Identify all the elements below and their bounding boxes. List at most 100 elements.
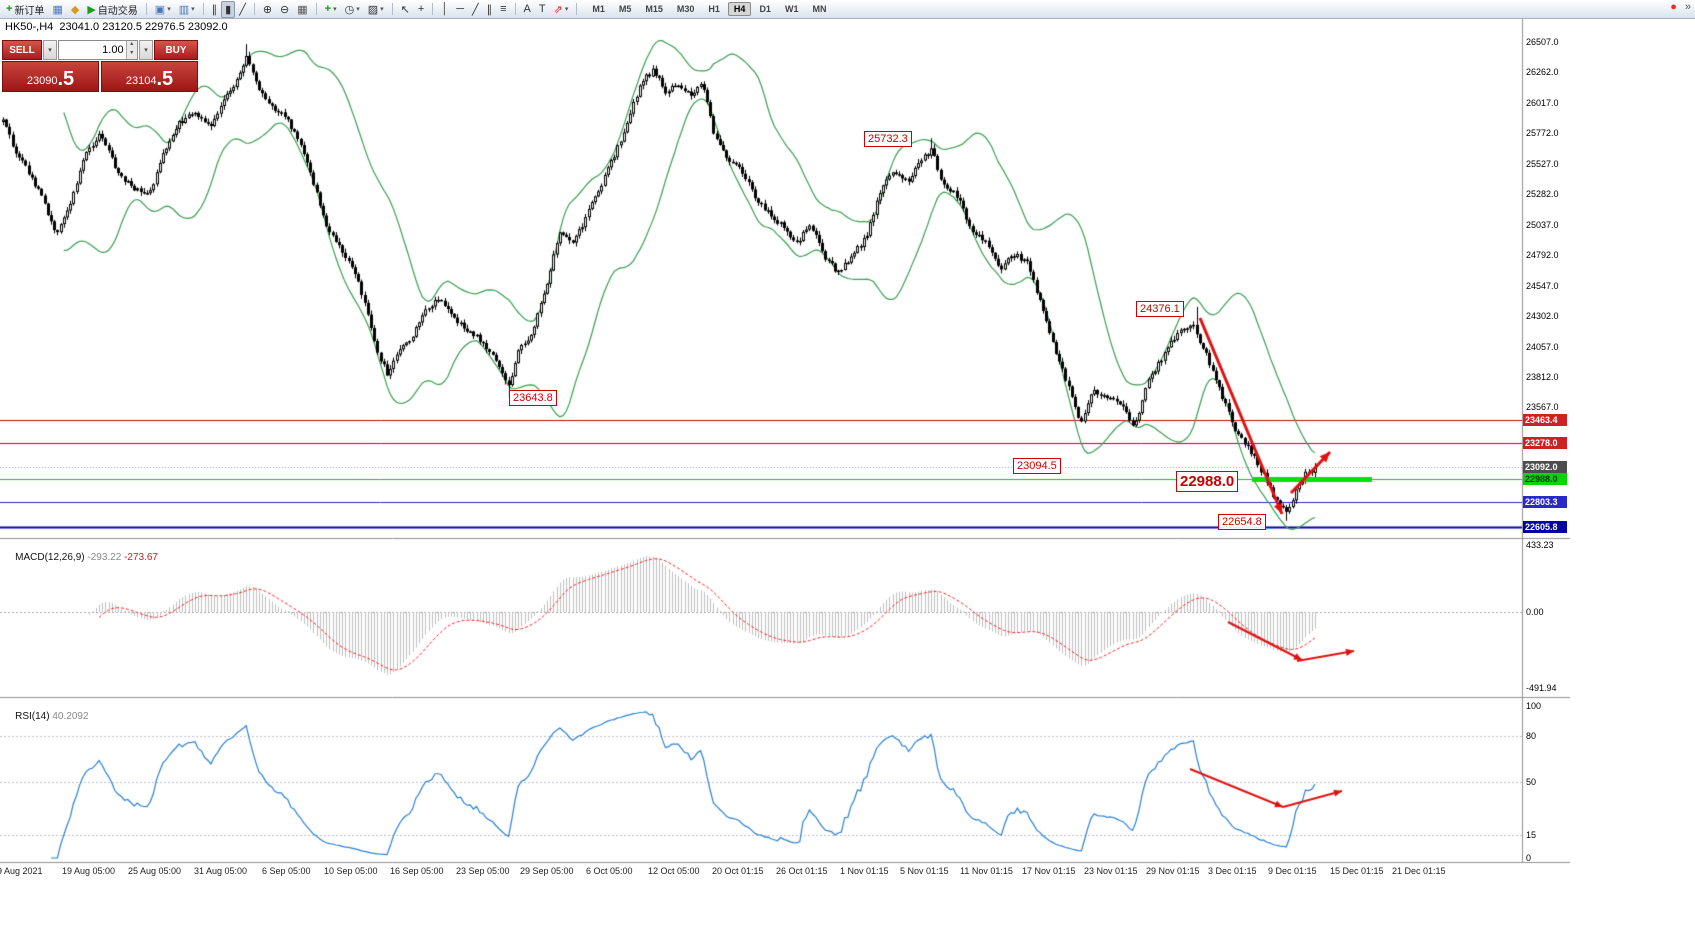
templates-icon-glyph: ▨	[367, 3, 379, 16]
charts-window-icon-glyph: ▦	[52, 3, 63, 16]
toolbar-right-cluster: ●»	[1670, 1, 1691, 13]
toolbar-separator	[576, 3, 578, 15]
chart-title-ohlc: HK50-,H4 23041.0 23120.5 22976.5 23092.0	[5, 21, 228, 33]
timeframe-m1[interactable]: M1	[592, 4, 605, 14]
zoom-out-icon[interactable]: ⊖	[276, 1, 293, 18]
toolbar-separator	[145, 3, 147, 15]
buy-price-button[interactable]: 23104.5	[101, 61, 198, 92]
toolbar-separator	[253, 3, 255, 15]
trendline-icon-glyph: ╱	[471, 3, 479, 16]
timeframe-d1[interactable]: D1	[759, 4, 771, 14]
indicators-icon-glyph: +	[324, 3, 332, 15]
bar-chart-icon[interactable]: ∥	[208, 1, 222, 18]
crosshair-icon[interactable]: +	[414, 1, 428, 18]
timeframe-h1[interactable]: H1	[708, 4, 720, 14]
text-icon-glyph: A	[523, 3, 531, 15]
sell-price-pips: .5	[57, 68, 75, 90]
fibonacci-icon[interactable]: ≡	[496, 1, 510, 18]
toolbar-items: + 新订单 ▦ ◆ ▶ 自动交易 ▣ ▾ ▥ ▾ ∥ ▮ ╱ ⊕ ⊖ ▦ + ▾ ◷ ▾ ▨ ▾ ↖ + │ ─ ╱ ∥ ≡ A T ⇗ ▾	[2, 0, 581, 18]
label-icon-glyph: T	[538, 3, 546, 15]
fibonacci-icon-glyph: ≡	[500, 3, 507, 15]
line-chart-icon-glyph: ╱	[239, 3, 246, 16]
auto-trading-button-label: 自动交易	[97, 5, 138, 17]
crosshair-icon-glyph: +	[417, 3, 425, 15]
zoom-out-icon-glyph: ⊖	[280, 3, 290, 16]
alerts-icon[interactable]: ◆	[67, 1, 83, 18]
notification-icon[interactable]: ●	[1670, 1, 1677, 13]
timeframe-m5[interactable]: M5	[618, 4, 632, 14]
timeframe-m15[interactable]: M15	[645, 4, 663, 14]
new-order-icon: +	[6, 3, 13, 15]
templates-icon-caret[interactable]: ▾	[380, 6, 384, 13]
toolbar-separator	[315, 3, 317, 15]
zoom-in-icon-glyph: ⊕	[262, 3, 273, 16]
new-order-button[interactable]: + 新订单	[2, 1, 48, 18]
periods-icon-caret[interactable]: ▾	[356, 6, 360, 13]
profiles-icon-glyph: ▥	[178, 3, 190, 16]
periods-icon-glyph: ◷	[344, 3, 355, 16]
new-chart-icon[interactable]: ▣ ▾	[151, 1, 175, 18]
toolbar: + 新订单 ▦ ◆ ▶ 自动交易 ▣ ▾ ▥ ▾ ∥ ▮ ╱ ⊕ ⊖ ▦ + ▾ ◷ ▾ ▨ ▾ ↖ + │ ─ ╱ ∥ ≡ A T ⇗ ▾ M…	[0, 0, 1695, 19]
profiles-icon[interactable]: ▥ ▾	[175, 1, 199, 18]
volume-input[interactable]	[59, 41, 126, 59]
new-chart-icon-caret[interactable]: ▾	[167, 6, 171, 13]
tile-windows-icon[interactable]: ▦	[293, 1, 311, 18]
timeframe-bar: M1 M5 M15 M30 H1 H4 D1 W1 MN	[585, 2, 833, 16]
channel-icon[interactable]: ∥	[483, 1, 497, 18]
profiles-icon-caret[interactable]: ▾	[191, 6, 195, 13]
candlestick-chart-icon[interactable]: ▮	[221, 0, 236, 18]
alerts-icon-glyph: ◆	[70, 3, 80, 16]
trendline-icon[interactable]: ╱	[468, 1, 483, 18]
indicators-icon[interactable]: + ▾	[321, 1, 341, 18]
volume-down-icon[interactable]: ▾	[126, 50, 137, 59]
indicators-icon-caret[interactable]: ▾	[333, 6, 337, 13]
toolbar-separator	[391, 3, 393, 15]
text-icon[interactable]: A	[520, 1, 535, 18]
zoom-in-icon[interactable]: ⊕	[259, 1, 276, 18]
timeframe-m30[interactable]: M30	[676, 4, 695, 14]
candlestick-chart-icon-glyph: ▮	[225, 3, 232, 16]
cursor-icon-glyph: ↖	[400, 3, 410, 16]
toolbar-overflow-icon[interactable]: »	[1684, 1, 1691, 13]
sell-price-button[interactable]: 23090.5	[2, 61, 99, 92]
horizontal-line-icon-glyph: ─	[456, 3, 464, 15]
timeframe-h4[interactable]: H4	[727, 2, 752, 16]
timeframe-mn[interactable]: MN	[812, 4, 827, 14]
volume-up-icon[interactable]: ▴	[126, 41, 137, 50]
toolbar-separator	[202, 3, 204, 15]
buy-dropdown-caret-icon[interactable]: ▾	[139, 40, 153, 60]
arrows-icon[interactable]: ⇗ ▾	[550, 1, 573, 18]
volume-spinner: ▴ ▾	[125, 41, 137, 59]
timeframe-w1[interactable]: W1	[784, 4, 799, 14]
tile-windows-icon-glyph: ▦	[297, 3, 308, 16]
sell-button[interactable]: SELL	[2, 40, 42, 60]
cursor-icon[interactable]: ↖	[397, 1, 414, 18]
charts-window-icon[interactable]: ▦	[48, 1, 66, 18]
sell-price-main: 23090	[26, 75, 58, 87]
label-icon[interactable]: T	[535, 1, 550, 18]
sell-dropdown-caret-icon[interactable]: ▾	[43, 40, 57, 60]
new-order-button-label: 新订单	[14, 5, 45, 17]
buy-button[interactable]: BUY	[154, 40, 198, 60]
auto-trading-icon: ▶	[87, 3, 96, 16]
templates-icon[interactable]: ▨ ▾	[364, 1, 388, 18]
horizontal-line-icon[interactable]: ─	[452, 1, 468, 18]
periods-icon[interactable]: ◷ ▾	[341, 1, 364, 18]
bar-chart-icon-glyph: ∥	[211, 3, 218, 16]
arrows-icon-glyph: ⇗	[553, 3, 563, 16]
line-chart-icon[interactable]: ╱	[235, 1, 250, 18]
vertical-line-icon-glyph: │	[441, 3, 449, 15]
volume-field: ▴ ▾	[58, 40, 138, 60]
vertical-line-icon[interactable]: │	[437, 1, 452, 18]
buy-price-main: 23104	[125, 75, 157, 87]
toolbar-separator	[432, 3, 434, 15]
new-chart-icon-glyph: ▣	[154, 3, 166, 16]
auto-trading-button[interactable]: ▶ 自动交易	[83, 1, 141, 18]
toolbar-separator	[514, 3, 516, 15]
one-click-trading-panel: SELL ▾ ▴ ▾ ▾ BUY 23090.5 23104.5	[2, 40, 198, 92]
arrows-icon-caret[interactable]: ▾	[564, 6, 569, 13]
channel-icon-glyph: ∥	[486, 3, 493, 16]
buy-price-pips: .5	[156, 68, 174, 90]
